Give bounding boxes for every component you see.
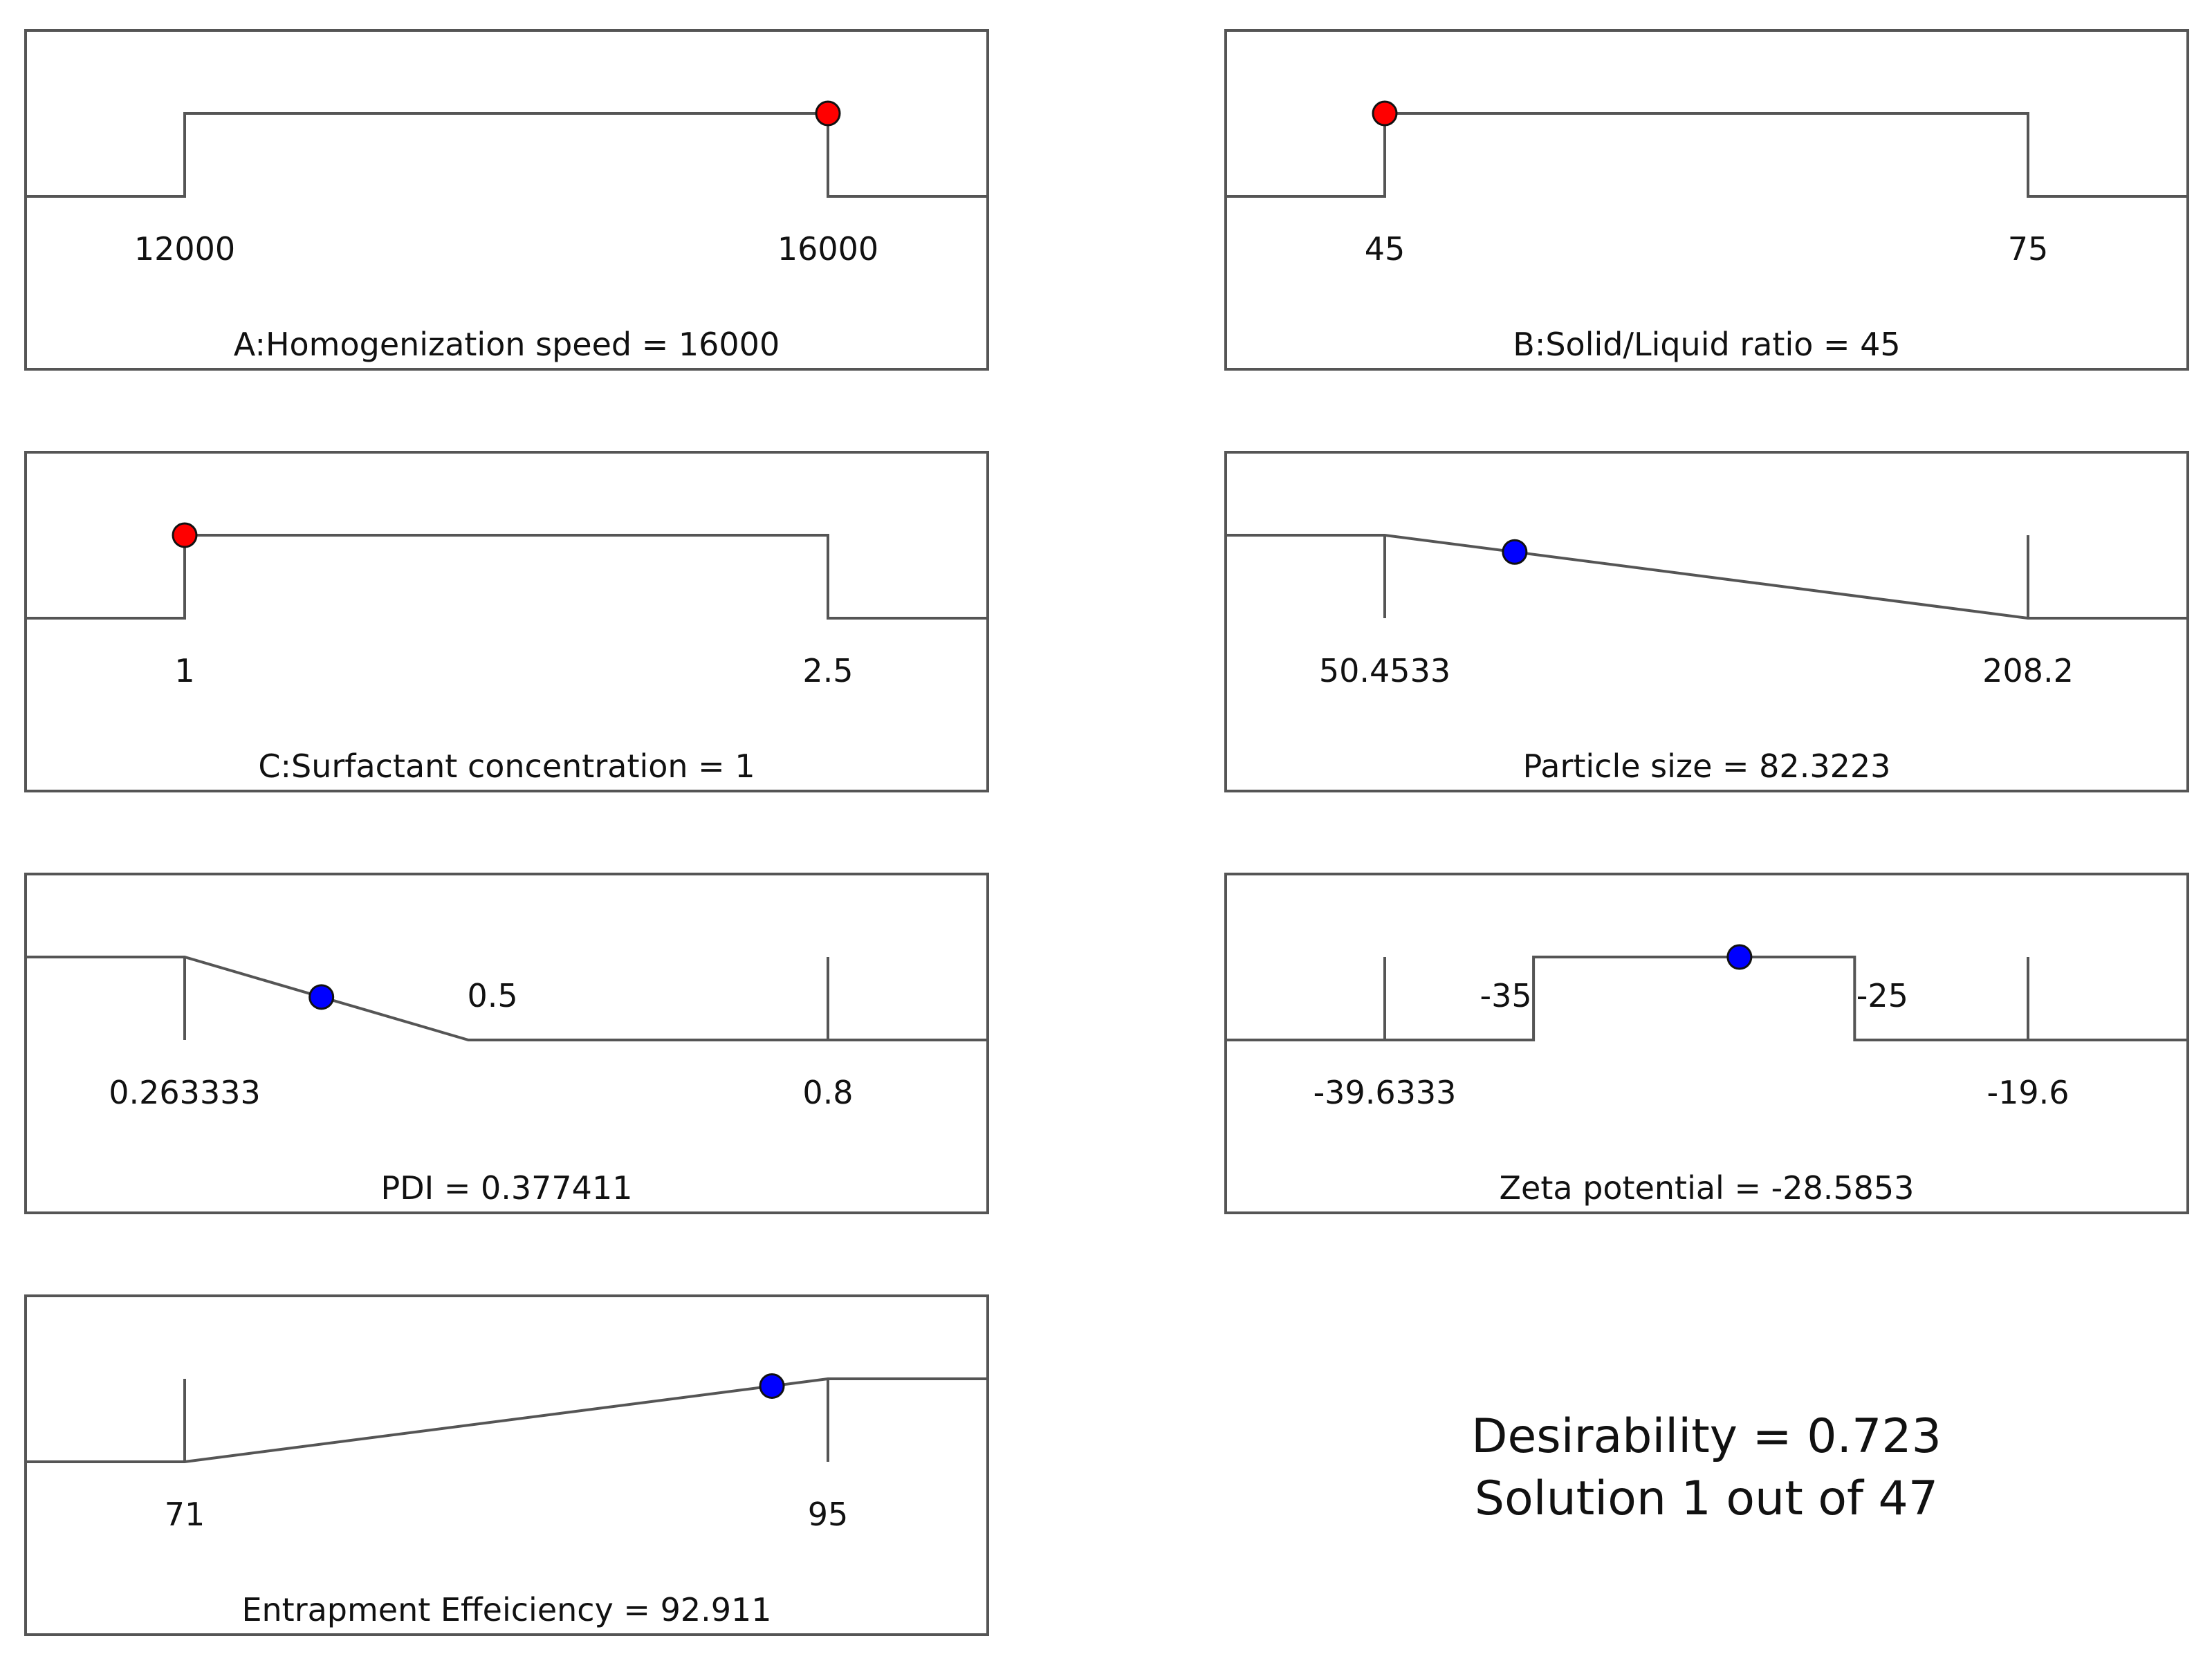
panel-title: Entrapment Effeiciency = 92.911 [241,1591,771,1628]
solution-point [1372,100,1398,127]
goal-bound-label: -35 [1480,977,1532,1014]
desirability-summary: Desirability = 0.723 [1471,1409,1942,1464]
panel-title: B:Solid/Liquid ratio = 45 [1513,326,1900,363]
desirability-curve [26,112,988,198]
solution-point [1502,539,1528,565]
panel-frame [24,1294,989,1636]
panel-frame [24,29,989,371]
tick-label: 45 [1365,230,1405,268]
desirability-curve [1226,956,2188,1041]
ramp-panel-a: 12000 16000 A:Homogenization speed = 16000 [24,29,989,371]
desirability-curve [26,1377,988,1463]
panel-frame [1224,451,2189,792]
tick-label: 71 [165,1496,205,1533]
solution-point [308,984,335,1010]
panel-title: C:Surfactant concentration = 1 [258,747,755,785]
goal-bound-label: 0.5 [468,977,518,1014]
panel-title: Particle size = 82.3223 [1523,747,1891,785]
panel-title: A:Homogenization speed = 16000 [234,326,780,363]
tick-label: 2.5 [802,652,853,689]
solution-point [759,1373,785,1399]
solution-point [1726,944,1753,970]
panel-frame [1224,29,2189,371]
tick-label: 16000 [777,230,878,268]
tick-label: 0.263333 [109,1074,261,1111]
tick-label: 1 [174,652,194,689]
panel-frame [24,873,989,1214]
desirability-curve [1226,534,2188,620]
panel-title: Zeta potential = -28.5853 [1500,1169,1915,1207]
ramp-panel-b: 45 75 B:Solid/Liquid ratio = 45 [1224,29,2189,371]
ramp-panel-zp: -39.6333 -19.6 -35 -25 Zeta potential = -28.… [1224,873,2189,1214]
desirability-curve [1226,112,2188,198]
tick-label: -19.6 [1987,1074,2069,1111]
panel-frame [24,451,989,792]
goal-bound-label: -25 [1856,977,1908,1014]
tick-label: 12000 [134,230,235,268]
ramp-panel-ee: 71 95 Entrapment Effeiciency = 92.911 [24,1294,989,1636]
tick-label: 208.2 [1982,652,2074,689]
desirability-curve [26,534,988,620]
panel-title: PDI = 0.377411 [380,1169,632,1207]
ramp-panel-c: 1 2.5 C:Surfactant concentration = 1 [24,451,989,792]
tick-label: 50.4533 [1319,652,1450,689]
tick-label: 95 [808,1496,849,1533]
ramp-panel-ps: 50.4533 208.2 Particle size = 82.3223 [1224,451,2189,792]
ramp-panel-pdi: 0.263333 0.8 0.5 PDI = 0.377411 [24,873,989,1214]
solution-point [815,100,841,127]
tick-label: -39.6333 [1314,1074,1457,1111]
tick-label: 0.8 [802,1074,853,1111]
solution-summary: Solution 1 out of 47 [1475,1471,1938,1526]
panel-frame [1224,873,2189,1214]
tick-label: 75 [2008,230,2049,268]
solution-point [172,522,198,548]
